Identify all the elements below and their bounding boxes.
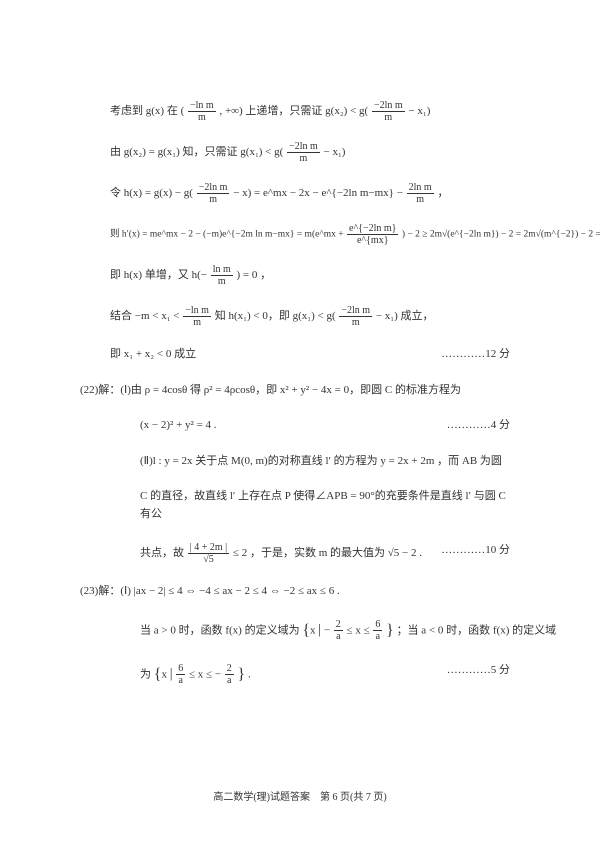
- text: 即 h(x) 单增，又 h(−: [110, 269, 207, 281]
- text: 知 h(x₁) < 0，即 g(x₁) < g(: [215, 310, 336, 322]
- line-1: 考虑到 g(x) 在 ( −ln mm , +∞) 上递增，只需证 g(x₂) …: [110, 100, 510, 123]
- fraction: 6a: [176, 663, 185, 686]
- text: (22)解：(Ⅰ)由 ρ = 4cosθ 得 ρ² = 4ρcosθ，即 x² …: [80, 384, 461, 396]
- line-4: 则 h′(x) = me^mx − 2 − (−m)e^{−2m ln m−mx…: [110, 223, 510, 246]
- line-7: 即 x₁ + x₂ < 0 成立 …………12 分: [110, 346, 510, 364]
- fraction: ln mm: [211, 264, 233, 287]
- text: 由 g(x₂) = g(x₁) 知，只需证 g(x₁) < g(: [110, 146, 283, 158]
- line-2: 由 g(x₂) = g(x₁) 知，只需证 g(x₁) < g( −2ln mm…: [110, 141, 510, 164]
- text: 考虑到 g(x) 在 (: [110, 105, 184, 117]
- line-10: (Ⅱ)l : y = 2x 关于点 M(0, m)的对称直线 l′ 的方程为 y…: [110, 453, 510, 471]
- text: C 的直径，故直线 l′ 上存在点 P 使得∠APB = 90°的充要条件是直线…: [140, 490, 506, 520]
- text: − x₁): [408, 105, 430, 117]
- fraction: 2a: [225, 663, 234, 686]
- fraction: 2a: [334, 619, 343, 642]
- text: 为: [140, 668, 154, 680]
- text: , +∞) 上递增，只需证 g(x₂) < g(: [219, 105, 368, 117]
- line-13: (23)解：(Ⅰ) |ax − 2| ≤ 4 ⇔ −4 ≤ ax − 2 ≤ 4…: [80, 583, 510, 601]
- points: …………10 分: [441, 542, 510, 560]
- line-8: (22)解：(Ⅰ)由 ρ = 4cosθ 得 ρ² = 4ρcosθ，即 x² …: [80, 382, 510, 400]
- text: ，: [437, 187, 448, 199]
- points: …………4 分: [447, 417, 510, 435]
- text: 令 h(x) = g(x) − g(: [110, 187, 193, 199]
- text: (x − 2)² + y² = 4 .: [140, 419, 217, 431]
- text: 当 a > 0 时，函数 f(x) 的定义域为: [140, 624, 302, 636]
- text: − x₁) 成立，: [376, 310, 434, 322]
- line-14: 当 a > 0 时，函数 f(x) 的定义域为 {x | − 2a ≤ x ≤ …: [110, 618, 510, 644]
- text: 结合 −m < x₁ <: [110, 310, 182, 322]
- line-9: (x − 2)² + y² = 4 . …………4 分: [110, 417, 510, 435]
- text: − x₁): [324, 146, 346, 158]
- fraction: −ln mm: [188, 100, 216, 123]
- brace-open-icon: {: [302, 622, 310, 639]
- fraction: −2ln mm: [339, 305, 372, 328]
- line-15: 为 {x | 6a ≤ x ≤ − 2a } . …………5 分: [110, 662, 510, 688]
- fraction: −ln mm: [183, 305, 211, 328]
- text: (Ⅱ)l : y = 2x 关于点 M(0, m)的对称直线 l′ 的方程为 y…: [140, 455, 502, 467]
- fraction: | 4 + 2m |√5: [188, 542, 229, 565]
- text: ) − 2 ≥ 2m√(e^{−2ln m}) − 2 = 2m√(m^{−2}…: [402, 230, 600, 240]
- line-3: 令 h(x) = g(x) − g( −2ln mm − x) = e^mx −…: [110, 182, 510, 205]
- text: ) = 0 ，: [237, 269, 272, 281]
- fraction: −2ln mm: [287, 141, 320, 164]
- line-5: 即 h(x) 单增，又 h(− ln mm ) = 0 ，: [110, 264, 510, 287]
- text: ≤ x ≤ −: [189, 668, 224, 680]
- fraction: −2ln mm: [197, 182, 230, 205]
- text: ；当 a < 0 时，函数 f(x) 的定义域: [397, 624, 557, 636]
- line-12: 共点，故 | 4 + 2m |√5 ≤ 2 ，于是，实数 m 的最大值为 √5 …: [110, 542, 510, 565]
- brace-close-icon: }: [238, 666, 246, 683]
- fraction: −2ln mm: [372, 100, 405, 123]
- text: x: [161, 668, 167, 680]
- line-11: C 的直径，故直线 l′ 上存在点 P 使得∠APB = 90°的充要条件是直线…: [110, 488, 510, 523]
- fraction: e^{−2ln m}e^{mx}: [347, 223, 398, 246]
- points: …………5 分: [447, 662, 510, 680]
- text: ≤ 2 ，于是，实数 m 的最大值为 √5 − 2 .: [233, 547, 422, 559]
- text: 即 x₁ + x₂ < 0 成立: [110, 348, 196, 360]
- text: ≤ x ≤: [347, 624, 373, 636]
- text: −: [324, 624, 333, 636]
- brace-close-icon: }: [386, 622, 394, 639]
- points: …………12 分: [441, 346, 510, 364]
- text: 共点，故: [140, 547, 187, 559]
- text: .: [248, 668, 251, 680]
- text: x: [310, 624, 316, 636]
- fraction: 2ln mm: [407, 182, 434, 205]
- text: − x) = e^mx − 2x − e^{−2ln m−mx} −: [233, 187, 405, 199]
- text: 则 h′(x) = me^mx − 2 − (−m)e^{−2m ln m−mx…: [110, 230, 346, 240]
- fraction: 6a: [373, 619, 382, 642]
- text: (23)解：(Ⅰ) |ax − 2| ≤ 4 ⇔ −4 ≤ ax − 2 ≤ 4…: [80, 585, 340, 597]
- page-footer: 高二数学(理)试题答案 第 6 页(共 7 页): [0, 790, 600, 806]
- line-6: 结合 −m < x₁ < −ln mm 知 h(x₁) < 0，即 g(x₁) …: [110, 305, 510, 328]
